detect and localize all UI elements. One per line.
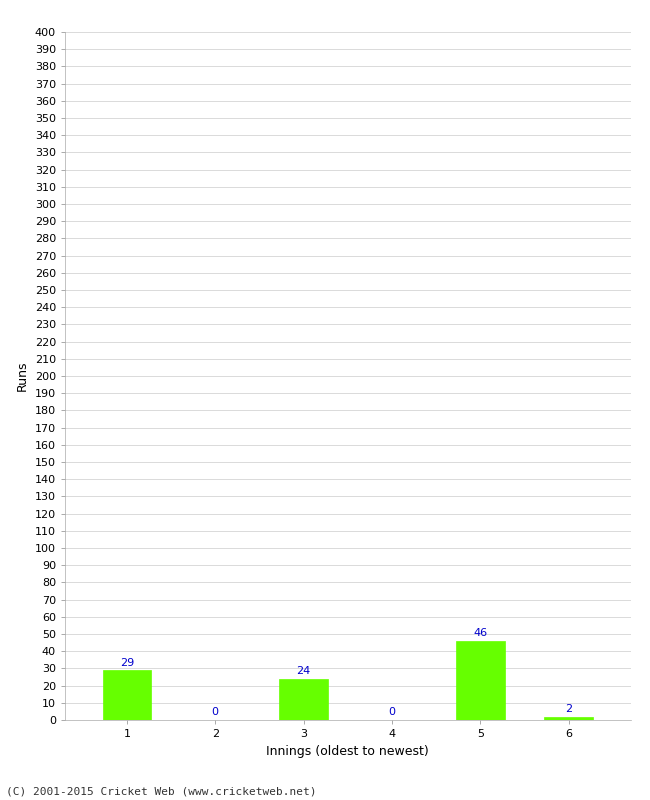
Bar [456, 641, 504, 720]
Text: 29: 29 [120, 658, 134, 667]
Bar [103, 670, 151, 720]
Text: (C) 2001-2015 Cricket Web (www.cricketweb.net): (C) 2001-2015 Cricket Web (www.cricketwe… [6, 786, 317, 796]
X-axis label: Innings (oldest to newest): Innings (oldest to newest) [266, 745, 429, 758]
Text: 0: 0 [389, 707, 395, 718]
Bar [544, 717, 593, 720]
Text: 24: 24 [296, 666, 311, 676]
Y-axis label: Runs: Runs [16, 361, 29, 391]
Text: 0: 0 [212, 707, 218, 718]
Text: 46: 46 [473, 628, 488, 638]
Text: 2: 2 [565, 704, 572, 714]
Bar [280, 678, 328, 720]
